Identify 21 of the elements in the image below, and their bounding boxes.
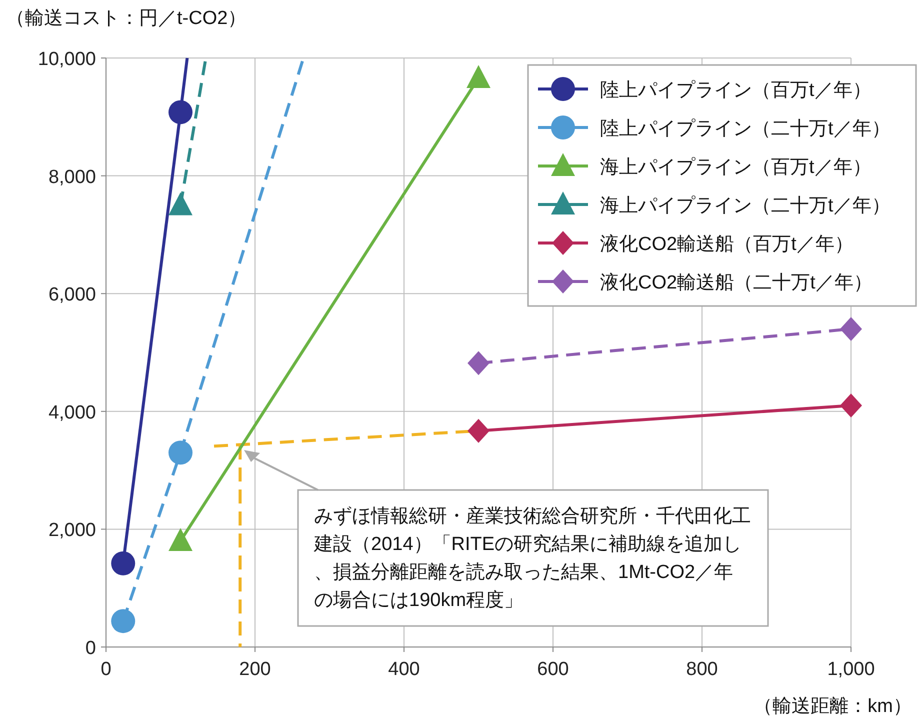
y-axis-title: （輸送コスト：円／t-CO2）: [6, 8, 247, 29]
legend-label: 陸上パイプライン（百万t／年）: [600, 80, 872, 101]
x-tick-label: 200: [239, 659, 271, 680]
x-tick-label: 400: [388, 659, 420, 680]
y-tick-label: 4,000: [48, 402, 96, 424]
legend-label: 海上パイプライン（百万t／年）: [600, 157, 872, 178]
y-tick-label: 0: [85, 638, 96, 659]
legend-label: 陸上パイプライン（二十万t／年）: [600, 118, 890, 140]
x-tick-label: 800: [686, 659, 718, 680]
x-tick-label: 1,000: [827, 659, 875, 680]
annotation: みずほ情報総研・産業技術総合研究所・千代田化工建設（2014）「RITEの研究結果に補助線を追加し、損益分離距離を読み取った結果、1Mt-CO2／年の場合には190km程度」: [313, 505, 751, 611]
y-tick-label: 2,000: [48, 520, 96, 542]
x-tick-label: 0: [100, 659, 112, 680]
legend-label: 液化CO2輸送船（二十万t／年）: [600, 272, 872, 294]
legend-label: 液化CO2輸送船（百万t／年）: [600, 233, 854, 255]
x-tick-label: 600: [537, 659, 569, 680]
legend-label: 海上パイプライン（二十万t／年）: [600, 196, 890, 216]
y-tick-label: 6,000: [48, 284, 96, 306]
x-axis-title: （輸送距離：km）: [754, 696, 912, 717]
y-tick-label: 10,000: [38, 49, 96, 70]
y-tick-label: 8,000: [48, 166, 96, 188]
